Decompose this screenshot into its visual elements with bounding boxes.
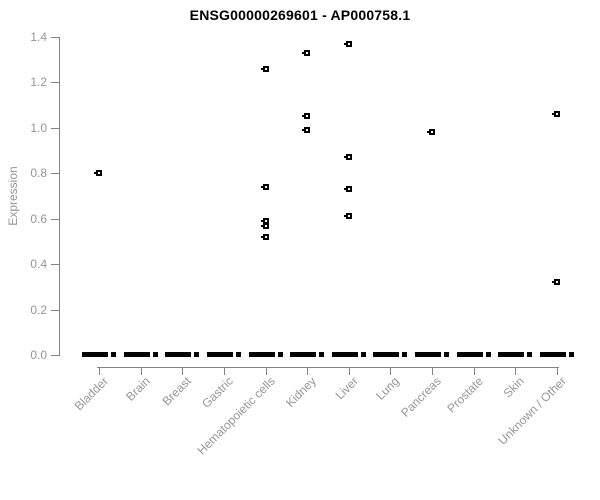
zero-cluster-bar — [124, 352, 150, 357]
x-axis-tick — [349, 367, 350, 375]
data-point — [261, 234, 269, 240]
zero-cluster-point — [278, 352, 283, 357]
data-point — [427, 129, 435, 135]
zero-cluster-bar — [332, 352, 358, 357]
x-axis-tick — [557, 367, 558, 375]
zero-cluster-point — [319, 352, 324, 357]
zero-cluster-point — [486, 352, 491, 357]
x-axis-tick — [474, 367, 475, 375]
zero-cluster-bar — [373, 352, 399, 357]
zero-cluster-bar — [165, 352, 191, 357]
data-point — [344, 41, 352, 47]
x-axis-tick — [224, 367, 225, 375]
y-tick-label: 0.4 — [30, 257, 47, 271]
data-point — [302, 113, 310, 119]
y-tick-label: 1.4 — [30, 30, 47, 44]
y-tick-label: 0.0 — [30, 348, 47, 362]
y-axis-tick — [51, 310, 59, 311]
zero-cluster-point — [194, 352, 199, 357]
y-tick-label: 0.8 — [30, 166, 47, 180]
x-axis-line — [97, 367, 559, 368]
zero-cluster-point — [361, 352, 366, 357]
x-axis-tick — [515, 367, 516, 375]
x-axis-tick — [182, 367, 183, 375]
y-axis-tick — [51, 37, 59, 38]
zero-cluster-point — [444, 352, 449, 357]
data-point — [552, 111, 560, 117]
zero-cluster-point — [236, 352, 241, 357]
data-point — [344, 154, 352, 160]
zero-cluster-point — [569, 352, 574, 357]
y-axis-tick — [51, 173, 59, 174]
x-axis-tick — [432, 367, 433, 375]
x-axis-tick — [141, 367, 142, 375]
y-axis-tick — [51, 219, 59, 220]
zero-cluster-bar — [249, 352, 275, 357]
zero-cluster-point — [527, 352, 532, 357]
data-point — [261, 218, 269, 224]
zero-cluster-point — [111, 352, 116, 357]
data-point — [94, 170, 102, 176]
x-axis-tick — [307, 367, 308, 375]
data-point — [344, 213, 352, 219]
zero-cluster-bar — [498, 352, 524, 357]
data-point — [302, 50, 310, 56]
y-axis-line — [59, 37, 60, 356]
chart-title: ENSG00000269601 - AP000758.1 — [189, 7, 411, 23]
x-axis-tick — [266, 367, 267, 375]
data-point — [261, 66, 269, 72]
data-point — [261, 223, 269, 229]
y-tick-label: 0.2 — [30, 303, 47, 317]
y-tick-label: 0.6 — [30, 212, 47, 226]
y-tick-label: 1.0 — [30, 121, 47, 135]
data-point — [552, 279, 560, 285]
zero-cluster-bar — [207, 352, 233, 357]
y-axis-tick — [51, 264, 59, 265]
data-point — [261, 184, 269, 190]
x-axis-tick — [390, 367, 391, 375]
data-point — [302, 127, 310, 133]
zero-cluster-bar — [540, 352, 566, 357]
y-axis-tick — [51, 128, 59, 129]
zero-cluster-point — [402, 352, 407, 357]
y-axis-tick — [51, 82, 59, 83]
y-tick-label: 1.2 — [30, 75, 47, 89]
y-axis-title: Expression — [6, 166, 20, 226]
y-axis-tick — [51, 355, 59, 356]
zero-cluster-bar — [82, 352, 108, 357]
zero-cluster-point — [153, 352, 158, 357]
zero-cluster-bar — [457, 352, 483, 357]
x-axis-tick — [99, 367, 100, 375]
zero-cluster-bar — [415, 352, 441, 357]
zero-cluster-bar — [290, 352, 316, 357]
data-point — [344, 186, 352, 192]
